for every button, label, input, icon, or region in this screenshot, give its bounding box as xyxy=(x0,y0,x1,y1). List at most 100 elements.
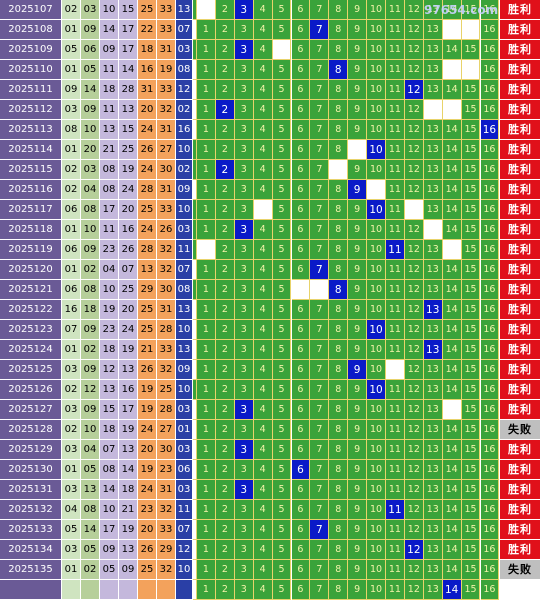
trend-cell: 7 xyxy=(310,400,330,420)
blue-ball-number: 07 xyxy=(176,520,193,540)
red-ball-number: 32 xyxy=(157,500,176,520)
trend-cell: 6 xyxy=(291,0,311,20)
red-ball-number: 26 xyxy=(157,220,176,240)
trend-cell: 2 xyxy=(215,300,235,320)
trend-cell: 15 xyxy=(461,100,481,120)
trend-cell: 11 xyxy=(386,380,405,400)
red-ball-number: 21 xyxy=(138,340,157,360)
trend-cell: 16 xyxy=(480,520,500,540)
trend-cell: 5 xyxy=(272,100,292,120)
trend-cell: 16 xyxy=(480,580,500,600)
trend-cell: 8 xyxy=(329,240,349,260)
trend-cell: 10 xyxy=(367,80,386,100)
hit-cell: 9 xyxy=(348,360,368,380)
trend-cell: 15 xyxy=(461,280,481,300)
trend-cell: 8 xyxy=(329,540,349,560)
red-ball-number: 28 xyxy=(157,400,176,420)
trend-cell: 11 xyxy=(386,20,405,40)
hit-cell: 10 xyxy=(367,140,386,160)
trend-cell: 2 xyxy=(215,360,235,380)
trend-cell: 8 xyxy=(329,380,349,400)
trend-cell: 6 xyxy=(291,360,311,380)
hit-cell: 7 xyxy=(310,520,330,540)
trend-cell: 16 xyxy=(480,100,500,120)
issue-number: 2025121 xyxy=(0,280,62,300)
trend-cell: 7 xyxy=(310,320,330,340)
trend-cell: 6 xyxy=(291,300,311,320)
trend-cell: 5 xyxy=(272,160,292,180)
trend-cell: 8 xyxy=(329,220,349,240)
trend-cell: 3 xyxy=(234,380,254,400)
trend-cell xyxy=(193,320,197,340)
trend-cell: 15 xyxy=(461,240,481,260)
trend-cell: 12 xyxy=(404,320,424,340)
trend-cell: 4 xyxy=(253,480,273,500)
trend-cell: 7 xyxy=(310,220,330,240)
trend-cell: 2 xyxy=(215,280,235,300)
trend-cell: 1 xyxy=(197,360,216,380)
blue-ball-number: 12 xyxy=(176,540,193,560)
red-ball-number: 15 xyxy=(100,400,119,420)
red-ball-number: 01 xyxy=(62,20,81,40)
trend-cell: 9 xyxy=(348,240,368,260)
hit-cell: 12 xyxy=(404,80,424,100)
trend-cell: 12 xyxy=(404,0,424,20)
red-ball-number: 13 xyxy=(100,120,119,140)
trend-cell: 2 xyxy=(215,460,235,480)
hit-cell: 14 xyxy=(442,580,462,600)
red-ball-number: 09 xyxy=(100,540,119,560)
trend-cell: 3 xyxy=(234,60,254,80)
red-ball-number: 08 xyxy=(100,460,119,480)
red-ball-number: 07 xyxy=(119,260,138,280)
trend-cell: 13 xyxy=(423,580,443,600)
red-ball-number xyxy=(157,580,176,600)
red-ball-number: 05 xyxy=(100,560,119,580)
red-ball-number: 03 xyxy=(81,0,100,20)
trend-cell: 15 xyxy=(461,540,481,560)
trend-cell: 9 xyxy=(348,520,368,540)
trend-cell: 8 xyxy=(329,140,349,160)
red-ball-number: 05 xyxy=(62,520,81,540)
trend-cell: 10 xyxy=(367,540,386,560)
trend-cell xyxy=(193,500,197,520)
trend-cell: 14 xyxy=(442,260,462,280)
result-badge: 胜利 xyxy=(500,480,541,500)
issue-number: 2025132 xyxy=(0,500,62,520)
trend-cell: 16 xyxy=(480,400,500,420)
trend-cell: 3 xyxy=(234,460,254,480)
red-ball-number: 33 xyxy=(157,20,176,40)
trend-cell: 13 xyxy=(423,180,443,200)
trend-cell: 15 xyxy=(461,40,481,60)
trend-cell: 1 xyxy=(197,280,216,300)
trend-cell: 5 xyxy=(272,80,292,100)
trend-cell: 4 xyxy=(253,400,273,420)
red-ball-number: 02 xyxy=(62,0,81,20)
blue-ball-number: 13 xyxy=(176,340,193,360)
trend-cell: 3 xyxy=(234,120,254,140)
trend-cell: 16 xyxy=(480,240,500,260)
trend-cell: 1 xyxy=(197,180,216,200)
table-row: 2025125 03 09 12 13 26 32 09 1 2 3 4 5 6 7 8 9 10 11 12 13 14… xyxy=(0,360,541,380)
trend-cell: 12 xyxy=(404,360,424,380)
trend-cell xyxy=(193,80,197,100)
trend-cell: 9 xyxy=(348,320,368,340)
red-ball-number: 05 xyxy=(62,40,81,60)
trend-cell: 8 xyxy=(329,300,349,320)
red-ball-number: 07 xyxy=(62,320,81,340)
trend-cell: 6 xyxy=(291,200,311,220)
trend-cell: 3 xyxy=(234,100,254,120)
blue-ball-number: 01 xyxy=(176,420,193,440)
trend-cell: 4 xyxy=(253,220,273,240)
red-ball-number: 19 xyxy=(119,420,138,440)
trend-cell: 2 xyxy=(215,240,235,260)
result-badge: 胜利 xyxy=(500,80,541,100)
trend-cell: 14 xyxy=(442,380,462,400)
trend-cell: 14 xyxy=(442,80,462,100)
trend-cell: 7 xyxy=(310,100,330,120)
trend-cell: 11 xyxy=(386,300,405,320)
red-ball-number: 10 xyxy=(81,120,100,140)
red-ball-number xyxy=(138,580,157,600)
trend-cell: 10 xyxy=(367,580,386,600)
issue-number: 2025131 xyxy=(0,480,62,500)
red-ball-number: 13 xyxy=(100,380,119,400)
